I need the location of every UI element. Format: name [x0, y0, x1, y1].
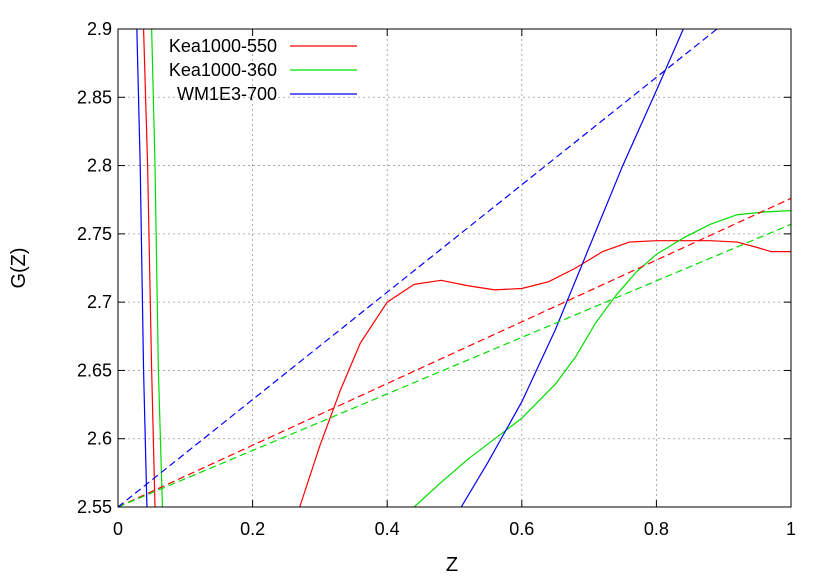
- series-line-0: [142, 29, 156, 507]
- series-line-0: [299, 240, 791, 507]
- series-line-1: [151, 29, 164, 507]
- y-tick-label: 2.75: [77, 224, 112, 244]
- y-tick-label: 2.6: [87, 429, 112, 449]
- x-tick-label: 0.8: [644, 519, 669, 539]
- plot-area: [118, 29, 791, 507]
- x-tick-label: 1: [786, 519, 796, 539]
- series-line-2: [136, 29, 148, 507]
- series-line-2: [460, 29, 684, 507]
- y-tick-label: 2.9: [87, 19, 112, 39]
- y-tick-label: 2.55: [77, 497, 112, 517]
- y-tick-label: 2.85: [77, 87, 112, 107]
- x-tick-label: 0.6: [509, 519, 534, 539]
- y-tick-label: 2.8: [87, 156, 112, 176]
- tick-labels: 0 0.2 0.4 0.6 0.8 1 2.55 2.6 2.65 2.7 2.75 2.8 2.85 2…: [77, 19, 796, 539]
- grid: [118, 29, 791, 507]
- dashed-reference-line-5: [118, 29, 718, 507]
- legend-label: Kea1000-360: [169, 60, 277, 80]
- dashed-reference-line-4: [118, 223, 791, 507]
- x-tick-label: 0.4: [375, 519, 400, 539]
- x-axis-title: Z: [446, 554, 458, 576]
- y-tick-label: 2.7: [87, 292, 112, 312]
- x-tick-label: 0: [113, 519, 123, 539]
- y-axis-title: G(Z): [8, 247, 30, 288]
- legend: Kea1000-550 Kea1000-360 WM1E3-700: [169, 36, 357, 104]
- legend-label: WM1E3-700: [177, 84, 277, 104]
- series-line-1: [413, 210, 791, 507]
- y-tick-label: 2.65: [77, 360, 112, 380]
- plot-frame: [117, 28, 792, 508]
- legend-label: Kea1000-550: [169, 36, 277, 56]
- x-tick-label: 0.2: [240, 519, 265, 539]
- dashed-reference-line-3: [118, 197, 791, 507]
